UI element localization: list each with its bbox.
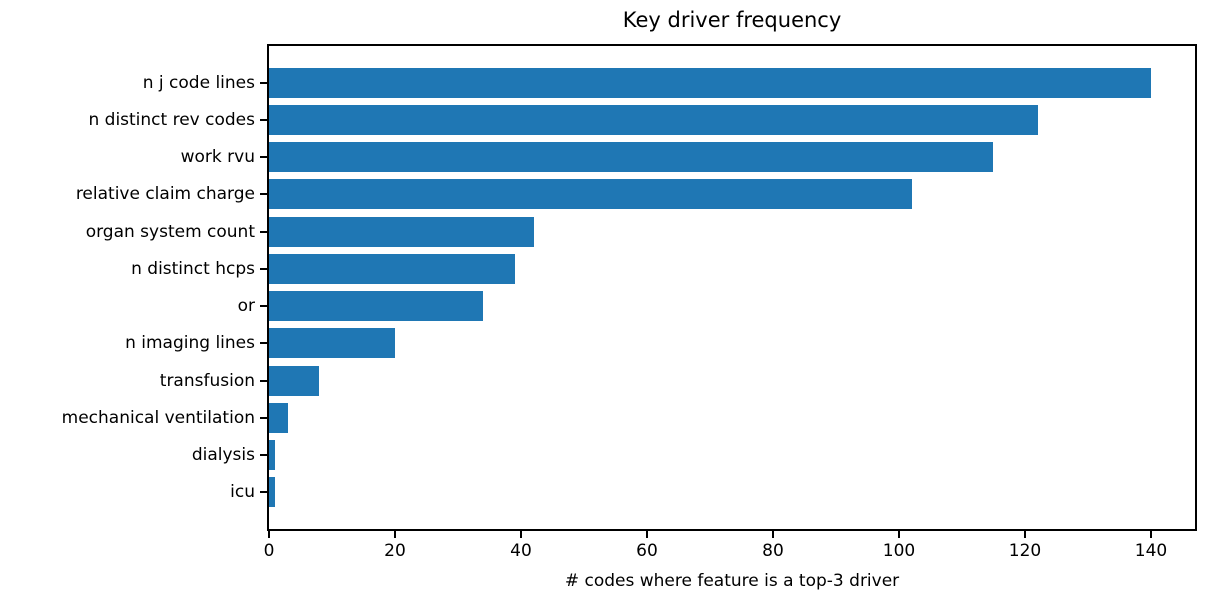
bar	[269, 440, 275, 470]
x-tick-label: 20	[384, 541, 406, 561]
bar	[269, 179, 912, 209]
x-tick-mark	[520, 531, 522, 538]
x-tick-label: 40	[510, 541, 532, 561]
y-tick-mark	[260, 380, 267, 382]
x-tick-label: 120	[1008, 541, 1042, 561]
y-tick-label: icu	[230, 482, 255, 502]
x-tick-mark	[268, 531, 270, 538]
bar	[269, 105, 1038, 135]
y-tick-mark	[260, 119, 267, 121]
x-axis-label: # codes where feature is a top-3 driver	[564, 571, 900, 591]
bar	[269, 291, 483, 321]
x-tick-label: 140	[1134, 541, 1168, 561]
y-tick-mark	[260, 82, 267, 84]
y-tick-label: organ system count	[85, 222, 255, 242]
x-tick-label: 100	[882, 541, 916, 561]
y-tick-label: transfusion	[159, 371, 255, 391]
y-tick-mark	[260, 231, 267, 233]
bar	[269, 328, 395, 358]
y-tick-mark	[260, 156, 267, 158]
bar	[269, 142, 993, 172]
y-tick-label: or	[237, 296, 255, 316]
x-tick-label: 60	[636, 541, 658, 561]
y-tick-mark	[260, 342, 267, 344]
bar	[269, 254, 515, 284]
bar	[269, 366, 319, 396]
bar	[269, 477, 275, 507]
x-tick-mark	[898, 531, 900, 538]
y-tick-mark	[260, 417, 267, 419]
bar	[269, 403, 288, 433]
y-tick-label: n distinct hcps	[131, 259, 255, 279]
y-tick-label: dialysis	[191, 445, 255, 465]
y-tick-label: n j code lines	[142, 73, 255, 93]
x-tick-mark	[1150, 531, 1152, 538]
y-tick-mark	[260, 491, 267, 493]
y-tick-label: work rvu	[180, 147, 255, 167]
y-tick-label: n imaging lines	[125, 333, 255, 353]
y-tick-mark	[260, 268, 267, 270]
x-tick-mark	[772, 531, 774, 538]
y-tick-label: mechanical ventilation	[61, 408, 255, 428]
x-tick-label: 0	[263, 541, 275, 561]
bar	[269, 68, 1151, 98]
x-tick-mark	[394, 531, 396, 538]
plot-area	[267, 44, 1197, 531]
chart-title: Key driver frequency	[622, 8, 842, 32]
y-tick-mark	[260, 193, 267, 195]
bar	[269, 217, 534, 247]
y-tick-mark	[260, 454, 267, 456]
x-tick-mark	[1024, 531, 1026, 538]
y-tick-mark	[260, 305, 267, 307]
x-tick-label: 80	[762, 541, 784, 561]
x-tick-mark	[646, 531, 648, 538]
y-tick-label: relative claim charge	[75, 184, 255, 204]
y-tick-label: n distinct rev codes	[88, 110, 255, 130]
